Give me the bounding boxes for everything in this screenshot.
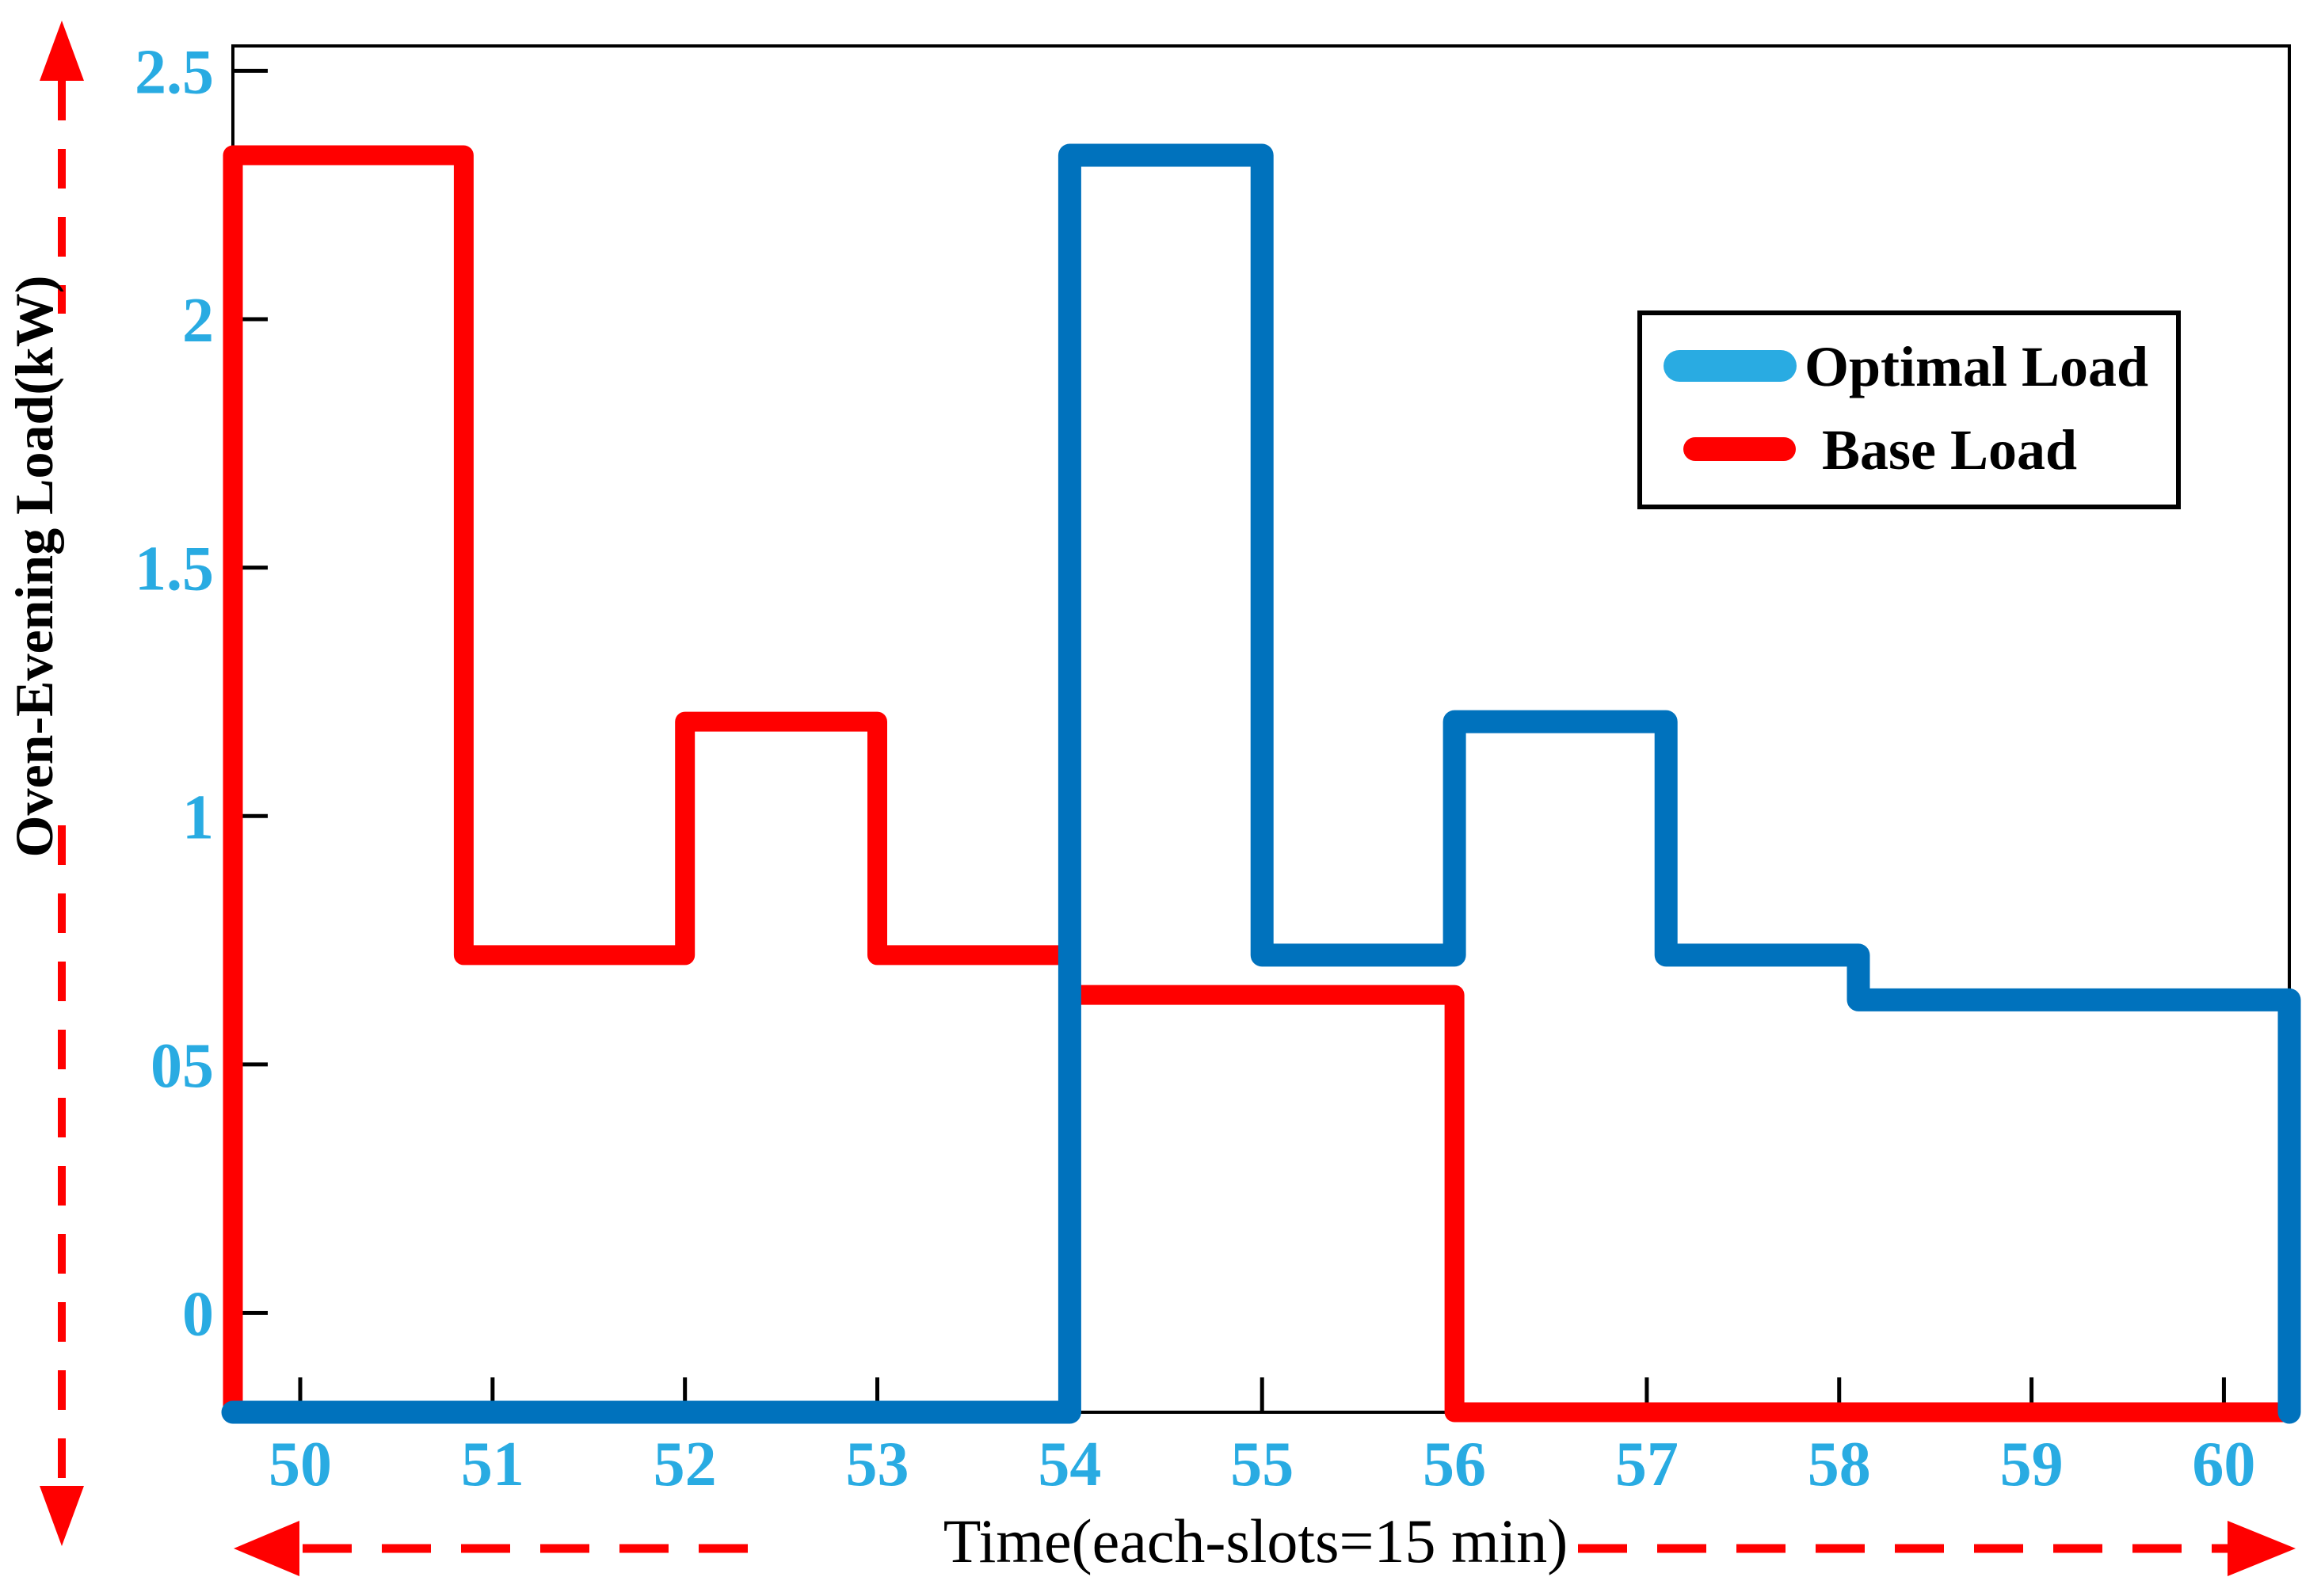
legend-label-base-load: Base Load [1822, 418, 2077, 482]
legend-label-optimal-load: Optimal Load [1805, 335, 2148, 398]
x-tick-label: 53 [846, 1430, 909, 1499]
arrowhead-right-icon [2228, 1521, 2296, 1576]
x-axis-label: Time(each-slots=15 min) [943, 1506, 1568, 1575]
x-tick-label: 60 [2192, 1430, 2255, 1499]
arrowhead-left-icon [234, 1521, 299, 1576]
arrowhead-down-icon [40, 1486, 84, 1546]
series-line-base-load [223, 145, 2300, 1423]
x-tick-label: 54 [1038, 1430, 1101, 1499]
y-tick-label: 1 [182, 783, 214, 852]
legend: Optimal Load Base Load [1637, 310, 2181, 509]
y-tick-label: 05 [151, 1031, 214, 1101]
x-tick-label: 57 [1615, 1430, 1679, 1499]
y-tick-label: 2 [182, 286, 214, 356]
y-axis-label: Oven-Evening Load(kW) [4, 276, 64, 858]
x-tick-label: 51 [461, 1430, 524, 1499]
y-tick-label: 0 [182, 1280, 214, 1350]
x-tick-label: 55 [1230, 1430, 1294, 1499]
arrowhead-up-icon [40, 21, 84, 81]
x-tick-label: 56 [1423, 1430, 1486, 1499]
x-tick-label: 52 [654, 1430, 717, 1499]
x-tick-label: 59 [2000, 1430, 2064, 1499]
series-line-optimal-load [221, 143, 2301, 1424]
y-tick-label: 2.5 [135, 37, 214, 107]
y-tick-label: 1.5 [135, 535, 214, 604]
legend-box [1637, 310, 2181, 509]
x-tick-label: 50 [269, 1430, 332, 1499]
plot-area: 50 51 52 53 54 55 56 57 58 59 60 0 05 1 1.5 2 2.5 [40, 21, 2301, 1576]
x-tick-label: 58 [1808, 1430, 1871, 1499]
